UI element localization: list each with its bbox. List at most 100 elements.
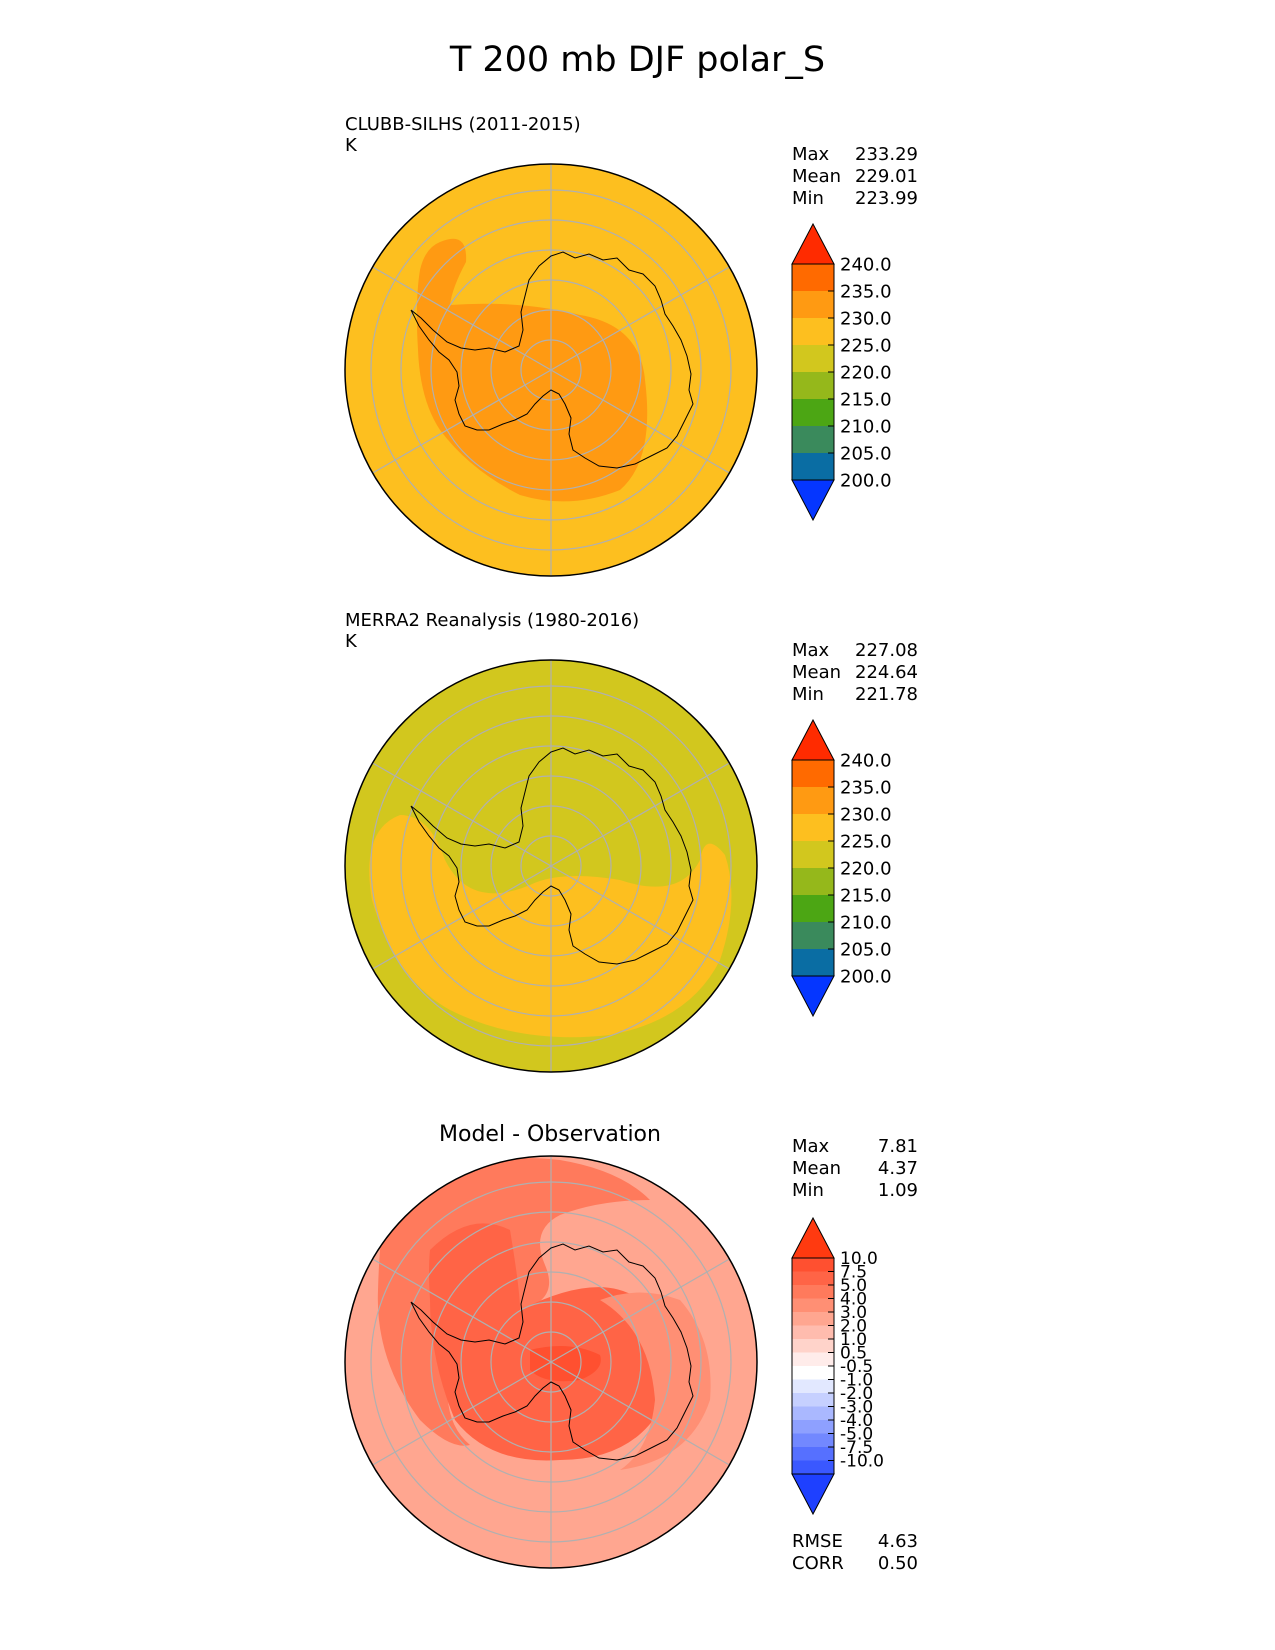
colorbar-tick-label: -3.0	[840, 1398, 873, 1418]
colorbar-tick-label: -1.0	[840, 1371, 873, 1391]
meridian-line	[372, 865, 552, 970]
colorbar-tick-label: 210.0	[840, 913, 892, 934]
colorbar-1: 240.0 235.0 230.0 225.0 220.0 215.0 210.0 205.0…	[791, 222, 892, 522]
colorbars: 240.0 235.0 230.0 225.0 220.0 215.0 210.0 205.0…	[791, 222, 892, 1516]
colorbar-tick-label: 215.0	[840, 886, 892, 907]
figure-title: T 200 mb DJF polar_S	[449, 40, 826, 80]
antarctica-coastline	[410, 1243, 694, 1461]
colorbar-tick-label: 7.5	[840, 1263, 867, 1283]
stat-max: Max 227.08	[792, 640, 918, 661]
colorbar-segment	[792, 1406, 834, 1421]
antarctica-coastline	[410, 747, 694, 965]
colorbar-segment	[792, 1271, 834, 1286]
map-overlay-3	[344, 1155, 758, 1569]
colorbar-segment	[792, 1312, 834, 1326]
colorbar-3: 10.07.55.04.03.02.01.00.5-0.5-1.0-2.0-3.…	[791, 1216, 884, 1516]
colorbar-segment	[792, 1352, 834, 1367]
antarctica-coastline	[410, 251, 694, 469]
contour-230-235	[416, 238, 648, 502]
panel-2-label: MERRA2 Reanalysis (1980-2016) K	[345, 610, 639, 652]
colorbar-segment	[792, 841, 834, 869]
colorbar-segment	[792, 949, 834, 977]
map-border	[344, 163, 758, 577]
colorbar-tick-label: 10.0	[840, 1249, 878, 1269]
colorbar-tick-label: 225.0	[840, 832, 892, 853]
colorbar-segment	[792, 1366, 834, 1380]
colorbar-bottom-extension	[791, 1473, 835, 1516]
map-overlay-2	[344, 659, 758, 1073]
colorbar-tick-label: -0.5	[840, 1357, 873, 1377]
colorbar-segment	[792, 814, 834, 842]
stat-mean: Mean 229.01	[792, 166, 918, 187]
colorbar-segment	[792, 1379, 834, 1394]
colorbar-tick-label: 210.0	[840, 417, 892, 438]
colorbar-segment	[792, 399, 834, 427]
colorbar-tick-label: 235.0	[840, 778, 892, 799]
stat-corr: CORR 0.50	[792, 1553, 918, 1574]
stat-min: Min 1.09	[792, 1180, 918, 1201]
colorbar-tick-label: 230.0	[840, 309, 892, 330]
map-border	[344, 1155, 758, 1569]
stat-mean: Mean 4.37	[792, 1158, 918, 1179]
colorbar-segment	[792, 345, 834, 373]
meridian-line	[372, 1258, 552, 1363]
colorbar-segment	[792, 1285, 834, 1299]
panel-1-name: CLUBB-SILHS (2011-2015)	[345, 114, 581, 135]
colorbar-tick-label: 205.0	[840, 940, 892, 961]
colorbar-tick-label: 235.0	[840, 282, 892, 303]
panel-2-name: MERRA2 Reanalysis (1980-2016)	[345, 610, 640, 631]
panel-2-stats: Max 227.08 Mean 224.64 Min 221.78	[792, 640, 918, 706]
colorbar-segment	[792, 1339, 834, 1353]
colorbar-segment	[792, 922, 834, 950]
colorbar-tick-label: 5.0	[840, 1276, 867, 1296]
colorbar-tick-label: -7.5	[840, 1438, 873, 1458]
colorbar-top-extension	[791, 1216, 835, 1259]
colorbar-tick-label: 1.0	[840, 1330, 867, 1350]
colorbar-top-extension	[791, 222, 835, 265]
colorbar-tick-label: 225.0	[840, 336, 892, 357]
colorbar-tick-label: 0.5	[840, 1344, 867, 1364]
colorbar-tick-label: 3.0	[840, 1303, 867, 1323]
colorbar-segment	[792, 372, 834, 400]
colorbar-tick-label: -2.0	[840, 1384, 873, 1404]
colorbar-segment	[792, 1447, 834, 1461]
colorbar-tick-label: 4.0	[840, 1290, 867, 1310]
contour-5-7p5	[429, 1223, 663, 1461]
colorbar-segment	[792, 1258, 834, 1272]
colorbar-tick-label: 200.0	[840, 967, 892, 988]
stat-min: Min 221.78	[792, 684, 918, 705]
meridian-line	[550, 1258, 730, 1363]
panel-1-units: K	[345, 135, 357, 156]
colorbar-bottom-extension	[791, 479, 835, 522]
meridian-line	[550, 762, 730, 867]
colorbar-tick-label: -5.0	[840, 1425, 873, 1445]
meridian-line	[550, 1361, 730, 1466]
colorbar-tick-label: 240.0	[840, 255, 892, 276]
meridian-line	[372, 762, 552, 867]
colorbar-tick-label: 230.0	[840, 805, 892, 826]
colorbar-tick-label: 205.0	[840, 444, 892, 465]
colorbar-segment	[792, 1393, 834, 1407]
meridian-line	[550, 266, 730, 371]
meridian-line	[372, 369, 552, 474]
stat-rmse: RMSE 4.63	[792, 1531, 918, 1552]
stat-min: Min 223.99	[792, 188, 918, 209]
panel-1-label: CLUBB-SILHS (2011-2015) K	[345, 114, 581, 156]
colorbar-tick-label: -4.0	[840, 1411, 873, 1431]
colorbar-segment	[792, 426, 834, 454]
colorbar-segment	[792, 453, 834, 481]
stat-max: Max 7.81	[792, 1136, 918, 1157]
meridian-line	[550, 865, 730, 970]
colorbar-segment	[792, 1460, 834, 1475]
stat-max: Max 233.29	[792, 144, 918, 165]
colorbar-2: 240.0 235.0 230.0 225.0 220.0 215.0 210.0 205.0…	[791, 718, 892, 1018]
panel-3-extra-stats: RMSE 4.63 CORR 0.50	[792, 1531, 918, 1575]
colorbar-tick-label: 220.0	[840, 859, 892, 880]
map-overlay-1	[344, 163, 758, 577]
colorbar-segment	[792, 1298, 834, 1313]
meridian-line	[372, 266, 552, 371]
colorbar-segment	[792, 868, 834, 896]
colorbar-segment	[792, 1433, 834, 1448]
meridian-line	[372, 1361, 552, 1466]
